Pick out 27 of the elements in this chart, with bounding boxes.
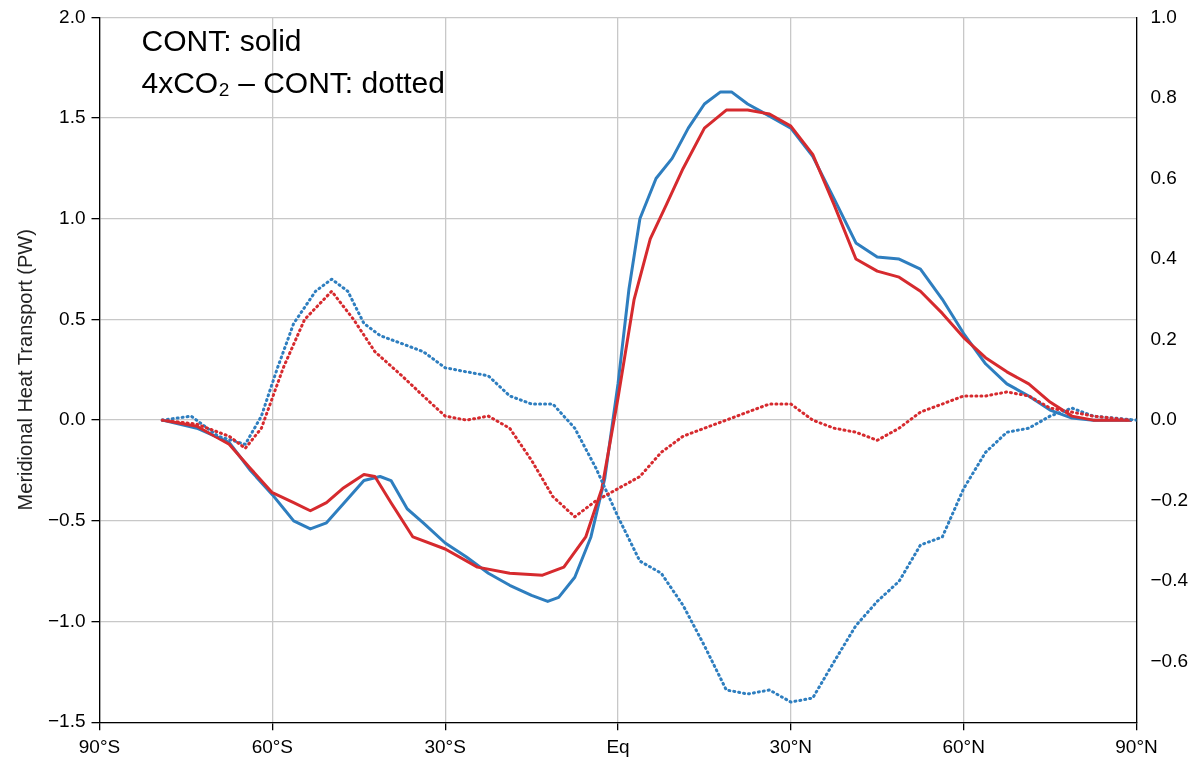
y2-tick-label: −0.2: [1150, 488, 1189, 510]
y-tick-label: 1.5: [59, 106, 86, 128]
x-tick-label: 60°S: [251, 735, 294, 757]
annotation: CONT: solid: [141, 24, 302, 58]
x-tick-label: 30°S: [424, 735, 466, 757]
y-tick-label: 0.5: [59, 307, 86, 329]
y-tick-label: −1.5: [47, 710, 86, 732]
x-tick-label: 30°N: [769, 735, 813, 757]
y2-tick-label: 0.2: [1150, 327, 1177, 349]
y-tick-label: −1.0: [47, 609, 86, 631]
x-tick-label: 60°N: [942, 735, 985, 757]
y2-tick-label: −0.4: [1150, 569, 1189, 591]
annotation: 4xCO₂ – CONT: dotted: [141, 66, 445, 100]
y-tick-label: 0.0: [59, 408, 86, 430]
y2-tick-label: 1.0: [1150, 5, 1177, 27]
y-tick-label: 1.0: [59, 207, 86, 229]
y-axis-title: Meridional Heat Transport (PW): [13, 229, 36, 511]
y2-tick-label: 0.4: [1150, 247, 1178, 269]
y2-tick-label: 0.8: [1150, 86, 1177, 108]
y-tick-label: 2.0: [59, 5, 86, 27]
x-tick-label: Eq: [606, 735, 630, 757]
y2-tick-label: 0.6: [1150, 166, 1177, 188]
x-tick-label: 90°N: [1115, 735, 1158, 757]
x-tick-label: 90°S: [78, 735, 121, 757]
y-tick-label: −0.5: [47, 509, 86, 531]
y2-tick-label: 0.0: [1150, 408, 1177, 430]
y2-tick-label: −0.6: [1150, 650, 1189, 672]
